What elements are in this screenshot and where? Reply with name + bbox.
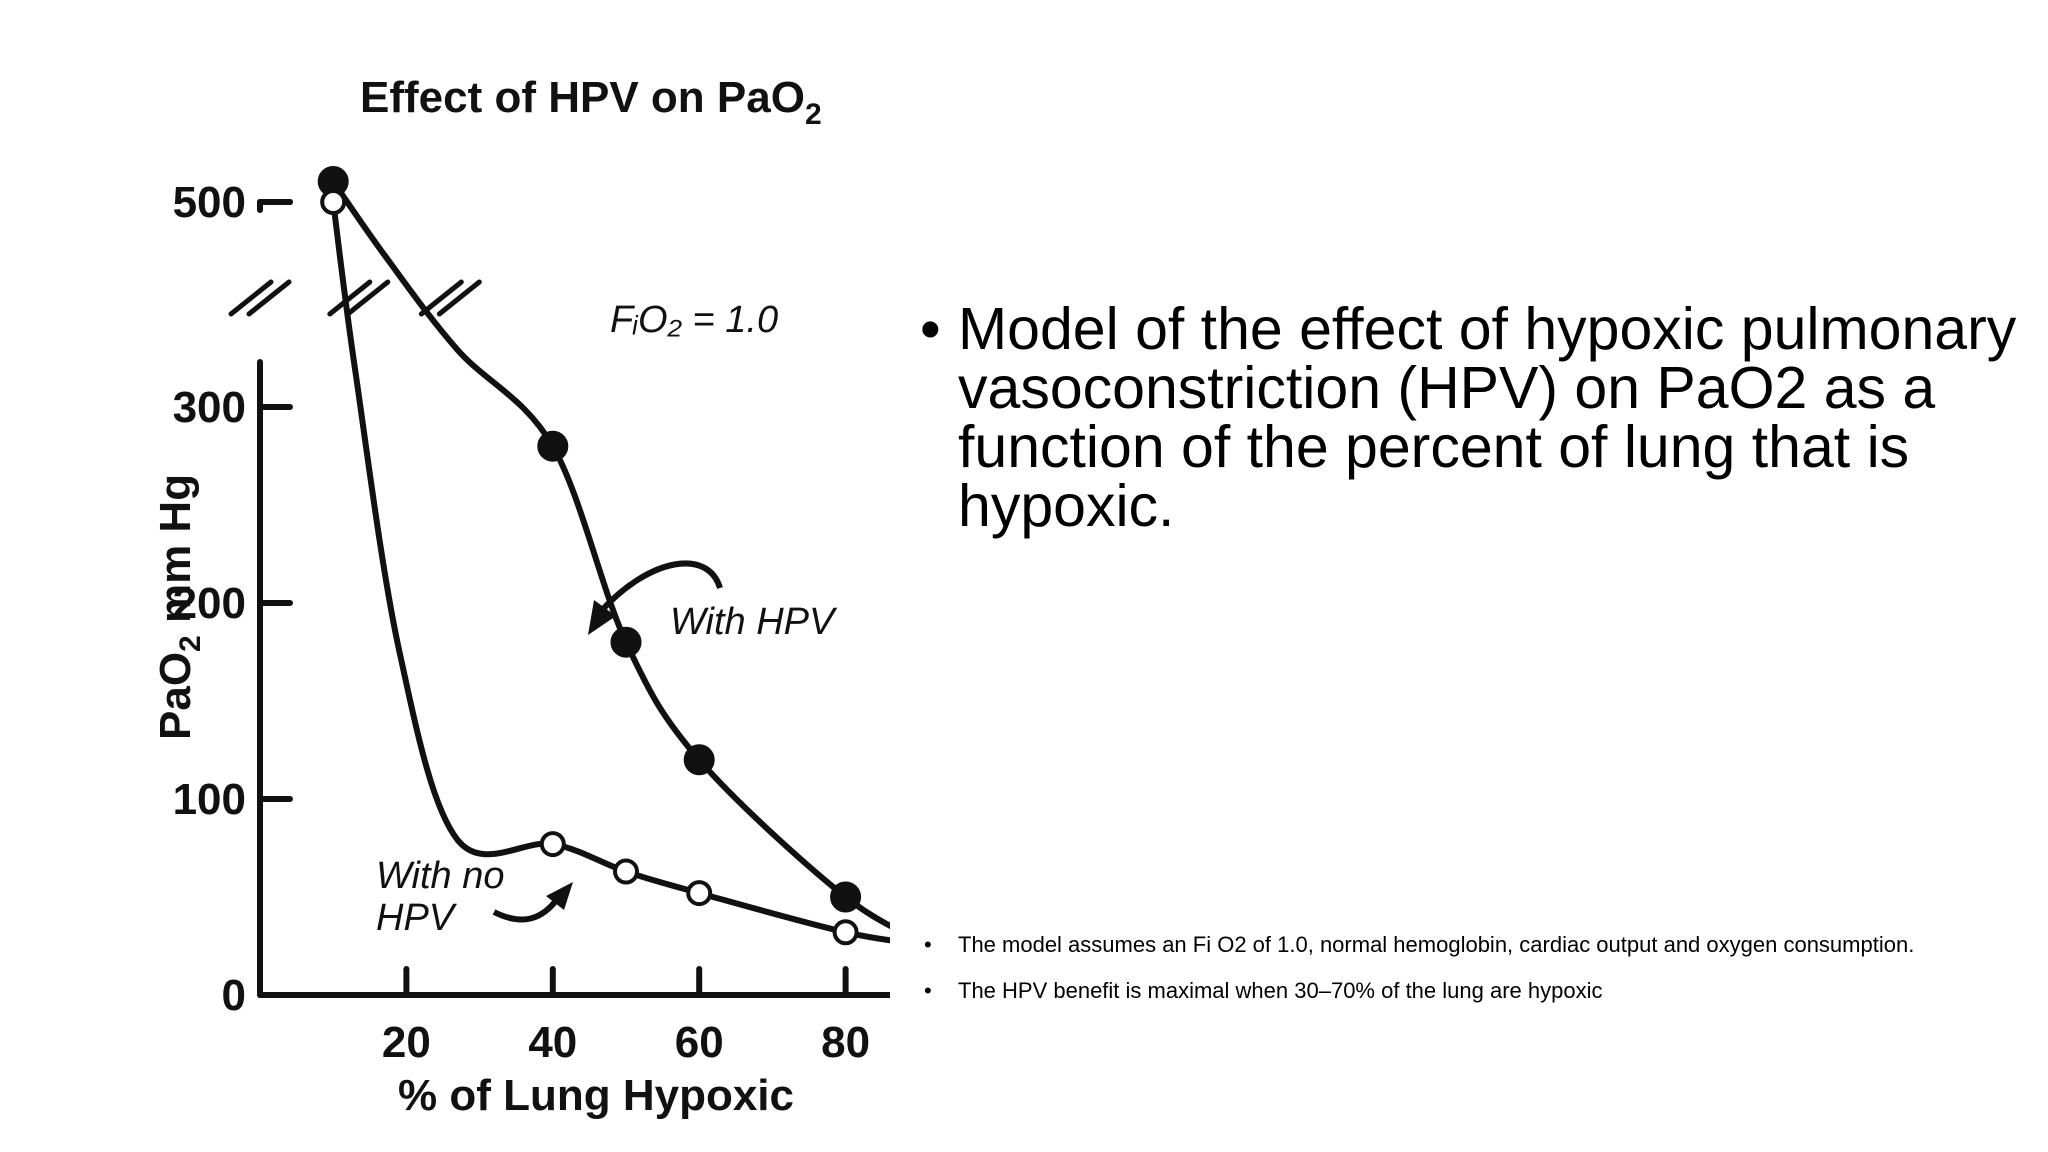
hpv-chart: Effect of HPV on PaO2 PaO2 mm Hg % of Lu… [151,73,890,1120]
label-with-hpv: With HPV [670,601,838,643]
x-tick-label: 40 [528,1018,577,1067]
y-tick-label: 100 [173,775,246,824]
series-with-hpv-point [830,881,862,913]
series-with-no-hpv-point [686,880,713,907]
curve-break-mark [418,279,464,317]
y-tick-label: 500 [173,178,246,227]
markers [317,166,862,946]
main-bullet-text: Model of the effect of hypoxic pulmonary… [958,296,2017,539]
label-with-no-hpv-line1: With no [376,855,505,897]
y-axis-break-mark [228,279,274,317]
y-tick-label: 200 [173,579,246,628]
series-with-hpv-line [330,178,890,930]
bullet-glyph: • [924,978,932,1003]
x-tick-label: 60 [675,1018,724,1067]
with-hpv-arrowhead [588,600,616,635]
series-with-no-hpv-point [832,919,859,946]
series-with-no-hpv-line [330,199,890,944]
label-with-no-hpv-line2: HPV [376,897,458,939]
small-bullet: • The model assumes an Fi O2 of 1.0, norm… [910,933,2010,956]
curves [330,178,890,944]
bullet-glyph: • [920,296,941,362]
with-no-hpv-arrowhead [546,882,573,910]
main-bullet: • Model of the effect of hypoxic pulmonar… [910,300,2040,536]
with-no-hpv-arrow [492,896,561,923]
bullet-glyph: • [924,932,932,957]
chart-title: Effect of HPV on PaO2 [360,73,822,131]
series-with-hpv-point [610,626,642,658]
small-bullet-text: The model assumes an Fi O2 of 1.0, norma… [958,932,1915,957]
axes: 010020030050020406080100 [173,178,890,1067]
y-axis-break-mark [246,279,292,317]
curve-break-mark [436,279,482,317]
x-axis-title: % of Lung Hypoxic [398,1071,794,1120]
x-tick-label: 20 [382,1018,431,1067]
series-with-no-hpv-point [320,189,347,215]
x-tick-label: 80 [821,1018,870,1067]
fio2-annotation: FᵢO₂ = 1.0 [610,299,778,341]
y-tick-label: 0 [222,971,246,1020]
small-bullet-text: The HPV benefit is maximal when 30–70% o… [958,978,1603,1003]
series-with-hpv-point [683,744,715,776]
small-bullet-list: • The model assumes an Fi O2 of 1.0, norm… [910,933,2010,1025]
main-bullet-list: • Model of the effect of hypoxic pulmonar… [910,300,2040,536]
small-bullet: • The HPV benefit is maximal when 30–70% … [910,979,2010,1002]
series-with-hpv-point [537,430,569,462]
y-tick-label: 300 [173,383,246,432]
y-axis-title: PaO2 mm Hg [151,474,207,740]
curve-break-mark [345,279,391,317]
series-with-no-hpv-point [539,831,566,858]
series-with-no-hpv-point [613,858,639,885]
curve-break-mark [327,279,373,317]
with-hpv-arrow [599,560,723,613]
